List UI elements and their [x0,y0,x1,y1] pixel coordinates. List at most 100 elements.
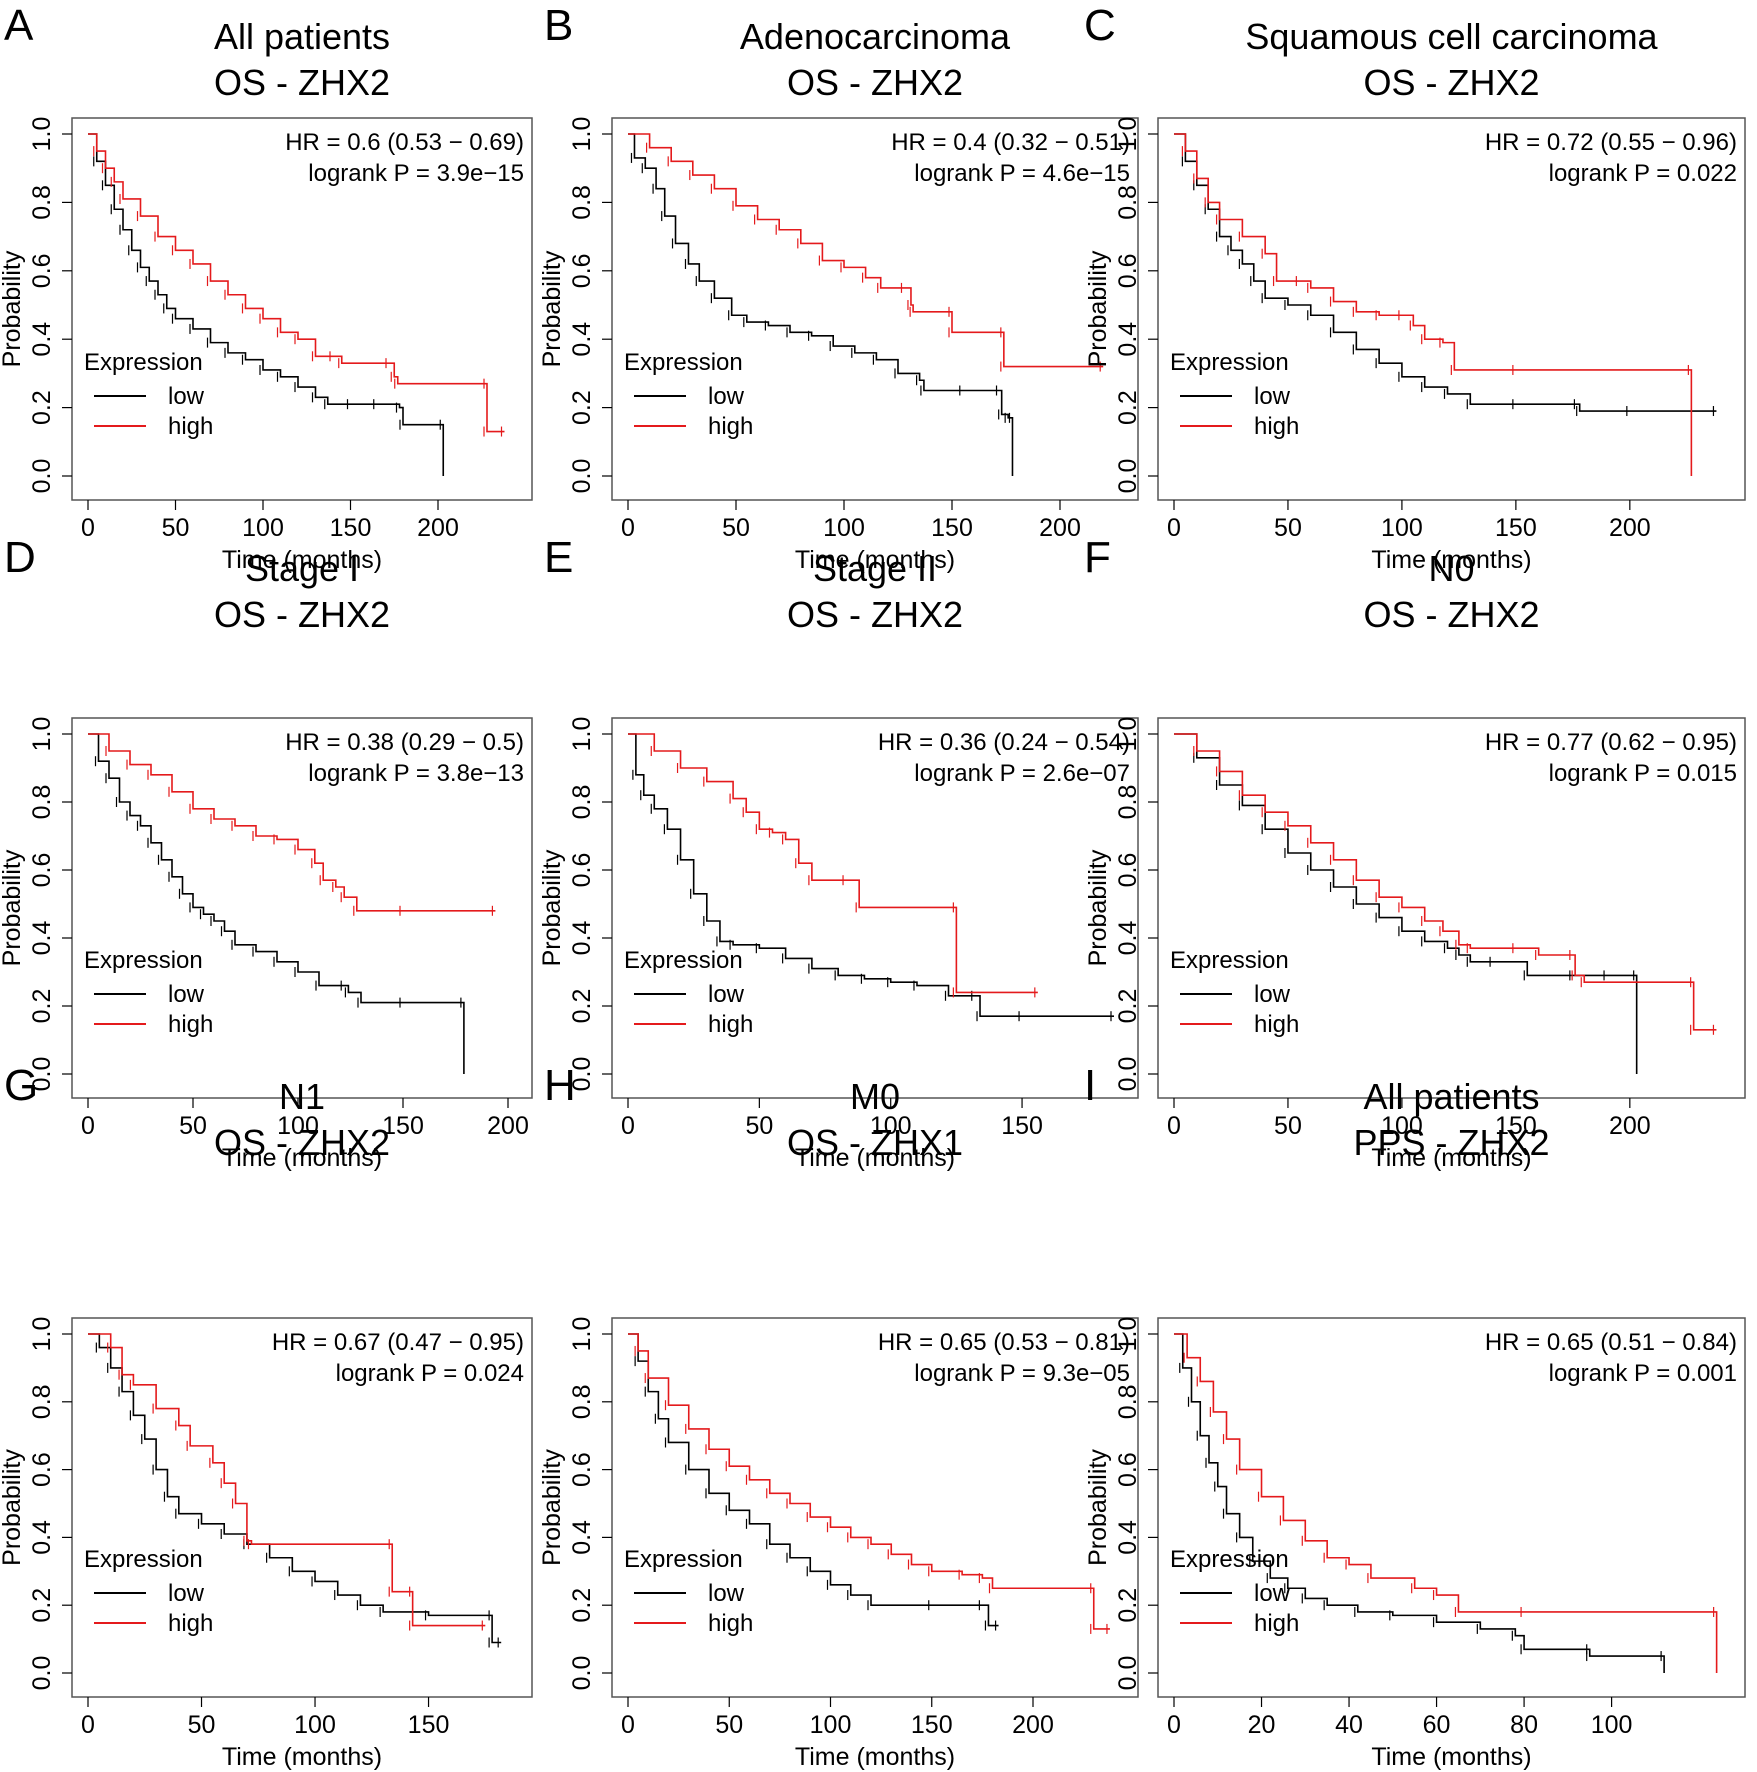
y-axis-label: Probability [1084,250,1112,367]
y-tick-label: 0.8 [28,185,56,220]
panel-title-a: All patients OS - ZHX2 [72,14,532,106]
y-tick-label: 0.4 [28,921,56,956]
legend-label-low: low [1254,1580,1291,1607]
km-curve-high [1174,133,1693,476]
title-subgroup: N1 [278,1076,326,1117]
x-tick-label: 0 [1167,1112,1181,1140]
km-curve-high [88,1333,486,1627]
hazard-ratio-label: HR = 0.6 (0.53 − 0.69) [285,129,524,156]
x-axis-label: Time (months) [222,1144,382,1172]
x-tick-label: 100 [1591,1711,1633,1739]
y-tick-label: 0.0 [28,1057,56,1092]
y-tick-label: 0.6 [1114,253,1142,288]
panel-letter-c: C [1084,1,1116,50]
plot-frame [611,717,1139,1099]
y-axis-label: Probability [538,250,566,367]
km-curve-low [628,733,1114,1017]
title-endpoint-gene: OS - ZHX2 [786,62,964,103]
plot-frame [71,117,533,501]
y-tick-label: 0.4 [28,1520,56,1555]
title-subgroup: Stage II [812,548,938,589]
panel-title-d: Stage I OS - ZHX2 [72,546,532,638]
x-tick-label: 150 [1495,514,1537,542]
logrank-p-label: logrank P = 3.8e−13 [308,760,524,787]
x-tick-label: 50 [1274,514,1302,542]
title-subgroup: All patients [213,16,391,57]
plot-frame [71,717,533,1099]
legend-label-low: low [168,981,205,1008]
y-tick-label: 1.0 [28,117,56,152]
x-tick-label: 200 [1039,514,1081,542]
x-tick-label: 200 [1012,1711,1054,1739]
km-curve-high [628,733,1038,994]
plot-frame [1157,1317,1746,1698]
y-tick-label: 0.2 [568,1588,596,1623]
y-tick-label: 0.6 [28,1452,56,1487]
legend-label-low: low [708,1580,745,1607]
y-tick-label: 1.0 [568,117,596,152]
legend-label-low: low [708,383,745,410]
legend-title: Expression [84,1546,203,1573]
km-curve-low [628,1333,999,1627]
y-tick-label: 0.2 [28,989,56,1024]
hazard-ratio-label: HR = 0.36 (0.24 − 0.54) [878,729,1130,756]
title-subgroup: Adenocarcinoma [739,16,1011,57]
y-axis-label: Probability [0,250,26,367]
panel-title-h: M0 OS - ZHX1 [612,1074,1138,1166]
y-axis-label: Probability [538,849,566,966]
plot-frame [611,117,1139,501]
y-tick-label: 1.0 [568,717,596,752]
y-tick-label: 0.4 [1114,322,1142,357]
x-tick-label: 150 [1001,1112,1043,1140]
y-tick-label: 0.0 [28,1656,56,1691]
logrank-p-label: logrank P = 2.6e−07 [914,760,1130,787]
x-tick-label: 100 [1381,1112,1423,1140]
panel-letter-e: E [544,533,574,582]
x-tick-label: 50 [1274,1112,1302,1140]
legend-label-high: high [708,1011,753,1038]
legend-title: Expression [84,349,203,376]
y-axis-label: Probability [538,1449,566,1566]
title-subgroup: N0 [1428,548,1475,589]
km-curve-high [628,1333,1110,1630]
x-tick-label: 50 [179,1112,207,1140]
logrank-p-label: logrank P = 3.9e−15 [308,160,524,187]
logrank-p-label: logrank P = 0.015 [1549,760,1737,787]
x-tick-label: 200 [1609,514,1651,542]
legend-label-low: low [1254,981,1291,1008]
y-tick-label: 0.4 [568,322,596,357]
title-subgroup: Squamous cell carcinoma [1245,16,1658,57]
panel-title-c: Squamous cell carcinoma OS - ZHX2 [1158,14,1745,106]
legend-title: Expression [624,1546,743,1573]
y-axis-label: Probability [1084,849,1112,966]
panel-letter-b: B [544,1,574,50]
legend-label-high: high [168,1610,213,1637]
x-axis-label: Time (months) [1371,1743,1531,1771]
legend-title: Expression [624,947,743,974]
x-axis-label: Time (months) [222,1743,382,1771]
km-curve-low [1174,733,1638,1074]
x-tick-label: 50 [188,1711,216,1739]
x-tick-label: 0 [621,1711,635,1739]
x-tick-label: 50 [722,514,750,542]
legend-label-high: high [1254,1610,1299,1637]
legend-label-low: low [708,981,745,1008]
y-tick-label: 0.8 [568,185,596,220]
y-tick-label: 0.0 [568,1656,596,1691]
x-axis-label: Time (months) [795,1743,955,1771]
km-curve-low [1174,1333,1665,1673]
legend-label-high: high [708,1610,753,1637]
y-tick-label: 0.8 [568,785,596,820]
x-tick-label: 100 [1381,514,1423,542]
km-curve-low [88,1333,502,1644]
legend-label-high: high [168,1011,213,1038]
panel-letter-i: I [1084,1061,1097,1110]
hazard-ratio-label: HR = 0.72 (0.55 − 0.96) [1485,129,1737,156]
hazard-ratio-label: HR = 0.65 (0.51 − 0.84) [1485,1329,1737,1356]
title-endpoint-gene: OS - ZHX2 [786,594,964,635]
plot-frame [611,1317,1139,1698]
x-tick-label: 150 [931,514,973,542]
